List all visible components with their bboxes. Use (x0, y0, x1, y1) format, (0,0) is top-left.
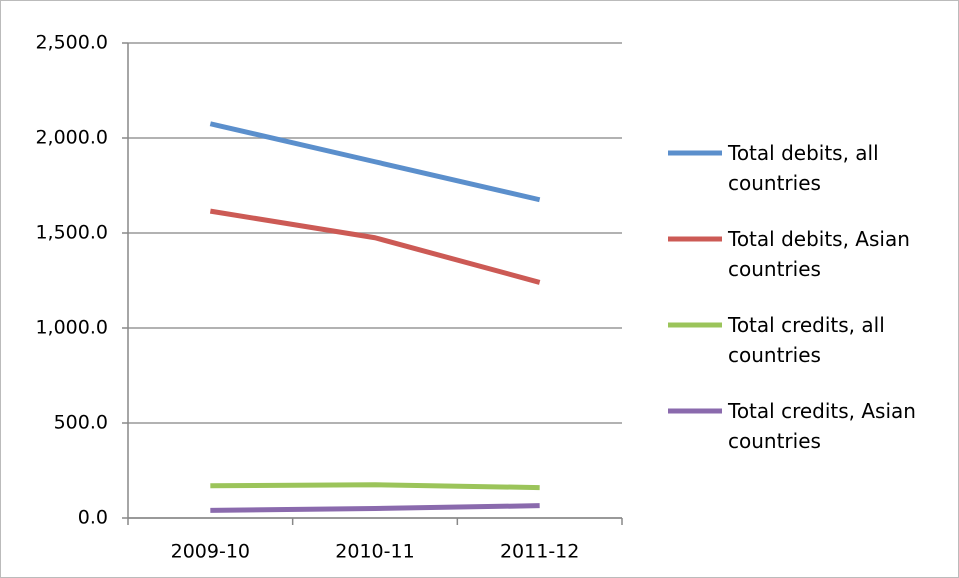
x-tick-label: 2009-10 (171, 541, 250, 563)
legend-label: Total credits, all countries (728, 313, 885, 367)
legend-label: Total credits, Asian countries (728, 399, 916, 453)
y-tick-label: 1,500.0 (35, 222, 108, 244)
series-line (209, 121, 541, 203)
legend-label: Total debits, Asian countries (728, 227, 910, 281)
y-tick-label: 0.0 (78, 507, 108, 529)
y-tick-label: 500.0 (54, 412, 108, 434)
x-tick-label: 2010-11 (335, 541, 414, 563)
legend-label: Total debits, all countries (728, 141, 879, 195)
series-line (209, 208, 541, 285)
x-tick-label: 2011-12 (500, 541, 579, 563)
y-tick-label: 1,000.0 (35, 317, 108, 339)
y-tick-label: 2,500.0 (35, 32, 108, 54)
series-line (210, 503, 540, 513)
y-tick-label: 2,000.0 (35, 127, 108, 149)
series-line (210, 482, 540, 491)
